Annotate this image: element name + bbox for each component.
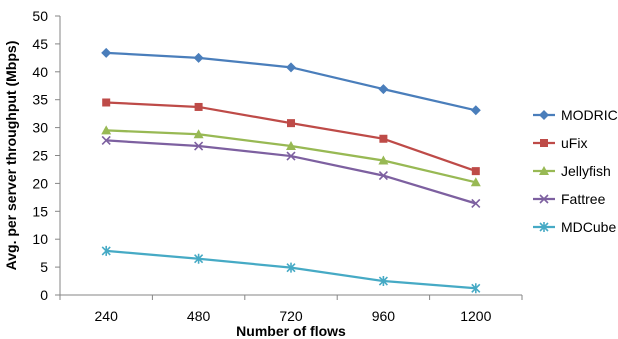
data-point-jellyfish: [286, 141, 296, 151]
data-point-mdcube: [378, 276, 388, 287]
legend: MODRIC uFix Jellyfish Fattree MDCube: [533, 107, 618, 235]
y-tick-label: 0: [40, 287, 48, 303]
legend-swatch-marker: [539, 110, 549, 120]
y-tick-label: 20: [32, 175, 48, 191]
y-tick-label: 15: [32, 203, 48, 219]
y-tick-label: 25: [32, 148, 48, 164]
data-point-fattree: [471, 198, 481, 209]
legend-label: uFix: [561, 135, 587, 151]
legend-label: MODRIC: [561, 107, 618, 123]
x-tick-label: 480: [187, 308, 211, 324]
legend-item-fattree: Fattree: [533, 191, 606, 207]
y-axis-title: Avg. per server throughput (Mbps): [3, 41, 19, 271]
y-tick-label: 40: [32, 64, 48, 80]
data-point-fattree: [194, 141, 204, 151]
data-point-ufix: [102, 98, 111, 107]
data-point-modric: [378, 84, 389, 95]
x-tick-label: 720: [279, 308, 303, 324]
data-point-ufix: [379, 134, 388, 143]
y-axis-tick-labels: 0 5 10 15 20 25 30 35 40 45 50: [32, 8, 48, 303]
legend-item-modric: MODRIC: [533, 107, 618, 123]
legend-label: Fattree: [561, 191, 606, 207]
data-point-mdcube: [471, 283, 481, 294]
data-point-fattree: [378, 171, 388, 181]
x-axis-tick-labels: 240 480 720 960 1200: [95, 308, 492, 324]
data-point-ufix: [471, 167, 480, 176]
legend-label: Jellyfish: [561, 163, 611, 179]
x-tick-label: 1200: [460, 308, 491, 324]
series-ufix: [102, 98, 480, 176]
x-tick-label: 240: [95, 308, 119, 324]
chart-axes: [55, 15, 523, 300]
data-point-fattree: [286, 151, 296, 161]
series-modric: [101, 47, 481, 116]
data-point-mdcube: [101, 245, 111, 256]
legend-item-ufix: uFix: [533, 135, 587, 151]
y-tick-label: 10: [32, 231, 48, 247]
data-point-jellyfish: [470, 177, 481, 187]
legend-label: MDCube: [561, 219, 616, 235]
series-line-modric: [106, 51, 477, 112]
y-tick-label: 45: [32, 36, 48, 52]
data-point-ufix: [287, 119, 295, 128]
series-mdcube: [101, 245, 481, 294]
series-line-ufix: [106, 101, 477, 173]
data-point-fattree: [101, 135, 111, 145]
legend-item-jellyfish: Jellyfish: [533, 163, 611, 179]
data-point-modric: [193, 52, 204, 63]
data-point-jellyfish: [378, 155, 389, 165]
data-point-jellyfish: [101, 125, 112, 135]
series-fattree: [101, 135, 481, 209]
legend-swatch-marker: [540, 139, 548, 147]
y-tick-label: 50: [32, 8, 48, 24]
data-point-modric: [286, 62, 296, 73]
data-point-modric: [470, 105, 481, 116]
y-tick-label: 30: [32, 120, 48, 136]
data-point-mdcube: [286, 262, 296, 273]
legend-swatch-marker: [539, 194, 549, 204]
x-tick-label: 960: [372, 308, 396, 324]
x-axis-title: Number of flows: [236, 323, 346, 339]
series-layer: [101, 47, 481, 294]
y-tick-label: 5: [40, 259, 48, 275]
legend-item-mdcube: MDCube: [533, 219, 616, 235]
legend-swatch-marker: [539, 222, 549, 232]
data-point-ufix: [194, 102, 203, 111]
y-tick-label: 35: [32, 92, 48, 108]
data-point-modric: [101, 47, 112, 58]
data-point-mdcube: [194, 253, 204, 264]
legend-swatch-marker: [539, 166, 549, 175]
series-jellyfish: [101, 125, 481, 187]
data-point-jellyfish: [193, 129, 204, 139]
